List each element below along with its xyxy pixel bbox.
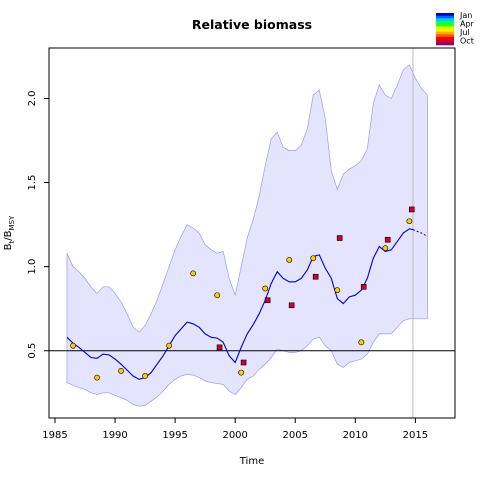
- x-tick-label-1990: 1990: [102, 430, 127, 441]
- observation-point-7: [216, 344, 223, 351]
- legend-swatch-7: [436, 31, 454, 35]
- plot-area: [49, 48, 455, 418]
- projection-line: [412, 229, 428, 237]
- x-axis-label: Time: [239, 456, 264, 467]
- legend-swatch-6: [436, 29, 454, 32]
- legend-swatch-4: [436, 23, 454, 27]
- observation-point-14: [310, 255, 317, 262]
- legend-swatch-11: [436, 42, 454, 46]
- y-tick-label-1.0: 1.0: [27, 259, 38, 275]
- x-tick-label-2015: 2015: [403, 430, 428, 441]
- chart-title: Relative biomass: [192, 17, 312, 32]
- legend-swatch-10: [436, 39, 454, 43]
- observation-point-11: [264, 297, 271, 304]
- y-tick-label-1.5: 1.5: [27, 175, 38, 191]
- observation-point-0: [70, 342, 76, 349]
- x-tick-label-1995: 1995: [162, 430, 187, 441]
- legend-label-jan: Jan: [459, 11, 472, 20]
- legend-label-oct: Oct: [460, 37, 474, 46]
- y-tick-label-0.5: 0.5: [27, 343, 38, 359]
- legend-swatch-2: [436, 18, 454, 22]
- legend-swatch-1: [436, 15, 454, 19]
- legend-swatch-8: [436, 34, 454, 38]
- plot-frame: [48, 47, 456, 419]
- legend-swatch-0: [436, 13, 454, 16]
- observation-point-23: [408, 206, 415, 213]
- legend-swatch-5: [436, 26, 454, 30]
- y-axis: 0.5 1.0 1.5 2.0: [27, 91, 49, 359]
- x-axis: 1985 1990 1995 2000 2005 2010 2015: [42, 418, 428, 441]
- observation-point-12: [286, 257, 293, 263]
- observation-point-16: [334, 287, 341, 294]
- y-axis-label: Bt/BMSY: [3, 215, 16, 250]
- y-axis-label-main: B: [3, 243, 14, 250]
- x-tick-label-2005: 2005: [283, 430, 308, 441]
- observation-point-8: [238, 369, 245, 376]
- observation-point-15: [312, 273, 319, 280]
- observation-point-6: [214, 292, 221, 299]
- observation-point-17: [336, 235, 343, 241]
- observation-point-3: [142, 373, 148, 379]
- y-axis-label-slash: /B: [3, 230, 14, 240]
- legend-swatch-9: [436, 37, 454, 40]
- x-tick-label-2010: 2010: [343, 430, 368, 441]
- y-tick-label-2.0: 2.0: [27, 91, 38, 107]
- observation-point-22: [406, 218, 413, 225]
- y-axis-label-sub2: MSY: [8, 215, 16, 230]
- observation-point-13: [288, 302, 295, 309]
- confidence-band: [66, 64, 428, 407]
- observation-point-4: [166, 342, 173, 349]
- legend-swatch-3: [436, 21, 454, 24]
- x-tick-label-1985: 1985: [42, 430, 67, 441]
- observation-point-10: [262, 285, 269, 292]
- x-tick-label-2000: 2000: [222, 430, 247, 441]
- observation-point-21: [384, 236, 391, 243]
- observation-point-9: [240, 359, 247, 366]
- observation-points: [70, 206, 415, 381]
- observation-point-19: [360, 284, 367, 290]
- observation-point-1: [94, 374, 100, 381]
- observation-point-5: [190, 270, 197, 277]
- observation-point-20: [382, 245, 389, 252]
- y-axis-label-sub1: t: [8, 240, 16, 243]
- observation-point-2: [118, 368, 124, 374]
- legend-label-jul: Jul: [459, 28, 470, 37]
- median-line: [66, 228, 414, 380]
- legend-label-apr: Apr: [460, 20, 475, 29]
- observation-point-18: [358, 339, 365, 346]
